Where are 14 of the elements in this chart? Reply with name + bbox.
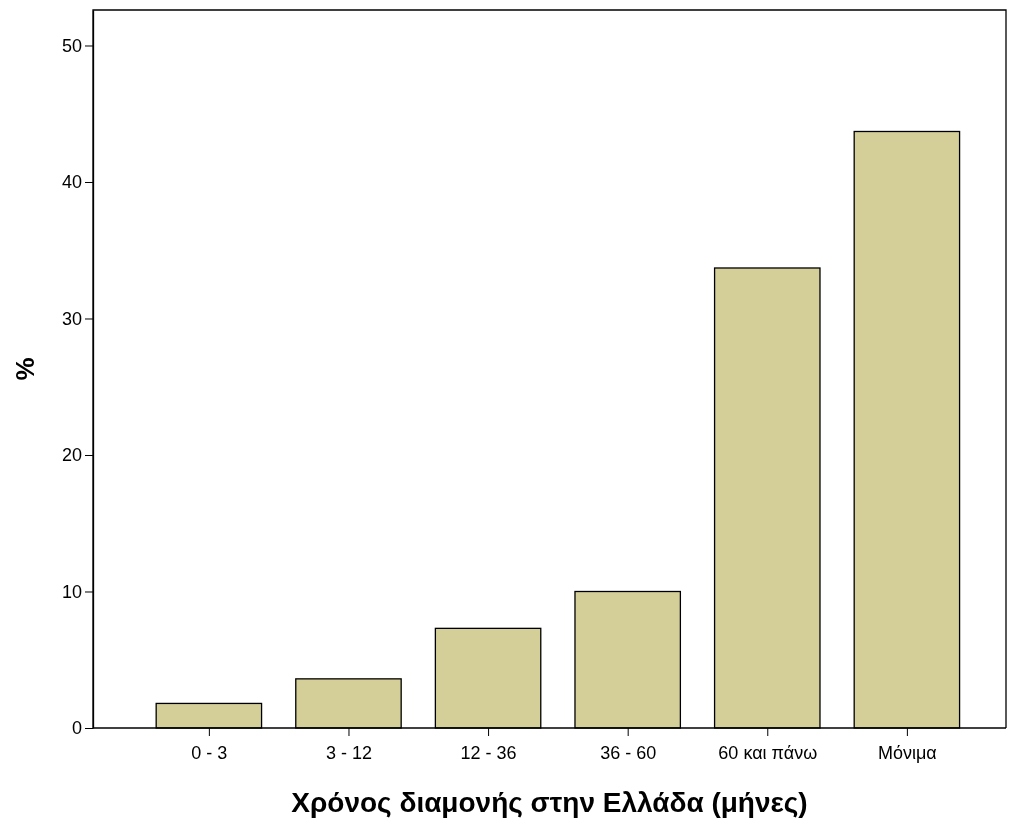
- y-tick-label: 20: [61, 445, 82, 466]
- y-axis-title: %: [10, 357, 40, 381]
- y-tick-label: 30: [61, 308, 82, 329]
- y-tick-label: 0: [71, 718, 82, 739]
- x-axis-title: Χρόνος διαμονής στην Ελλάδα (μήνες): [291, 787, 808, 818]
- x-tick-label: 36 - 60: [600, 742, 657, 763]
- x-tick-label: 3 - 12: [325, 742, 372, 763]
- y-tick-label: 10: [61, 581, 82, 602]
- x-tick-label: 60 και πάνω: [718, 742, 818, 763]
- y-tick-label: 50: [61, 35, 82, 56]
- x-tick-label: 0 - 3: [191, 742, 228, 763]
- y-tick-label: 40: [61, 172, 82, 193]
- x-tick-label: 12 - 36: [460, 742, 517, 763]
- x-tick-label: Μόνιμα: [877, 742, 937, 763]
